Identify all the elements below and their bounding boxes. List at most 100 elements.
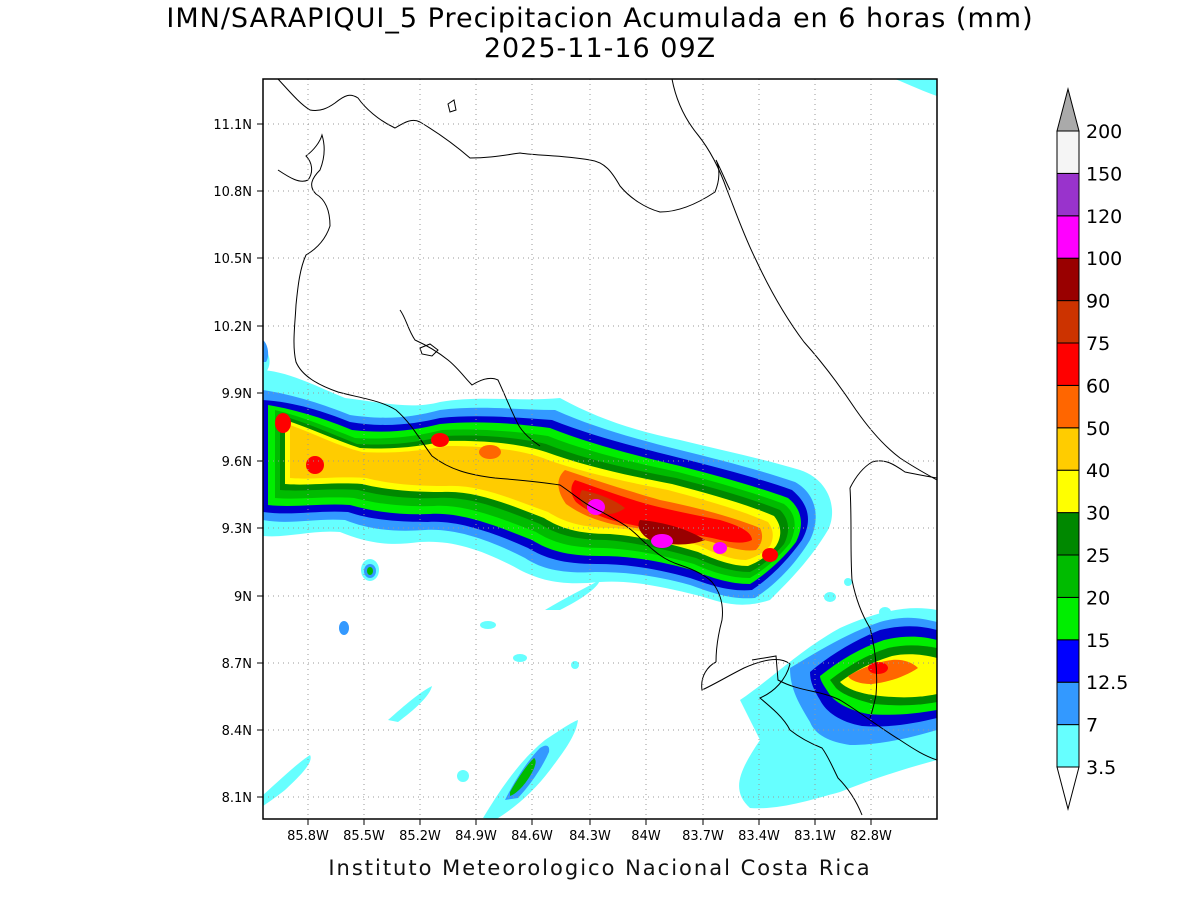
precip-cell: [457, 770, 469, 782]
lat-tick-label: 9.9N: [222, 387, 252, 402]
colorbar-level-label: 150: [1086, 163, 1122, 185]
colorbar-swatch: [1056, 724, 1080, 768]
precip-max-50: [479, 445, 501, 459]
chart-subtitle-date: 2025-11-16 09Z: [483, 33, 717, 64]
precip-streak: [895, 79, 937, 96]
lon-tick-label: 84.6W: [511, 829, 553, 844]
chart-title: IMN/SARAPIQUI_5 Precipitacion Acumulada …: [166, 3, 1034, 34]
colorbar-underflow-triangle: [1056, 766, 1080, 811]
precip-streak: [263, 755, 311, 806]
lat-tick-label: 10.8N: [213, 185, 252, 200]
coastline-border-layer: [277, 79, 937, 816]
colorbar-swatch: [1056, 172, 1080, 217]
precip-streak: [510, 758, 536, 796]
lon-tick-label: 83.4W: [738, 829, 780, 844]
colorbar-swatch: [1056, 257, 1080, 302]
footer-credit: Instituto Meteorologico Nacional Costa R…: [328, 856, 872, 880]
lake-islet: [447, 99, 457, 113]
precip-contour-60: [571, 480, 752, 543]
lon-tick-label: 85.2W: [399, 829, 441, 844]
lat-tick-label: 9N: [234, 590, 252, 605]
lat-labels: 11.1N 10.8N 10.5N 10.2N 9.9N 9.6N 9.3N 9…: [213, 118, 252, 806]
precip-max-60: [306, 456, 324, 474]
lon-tick-label: 82.8W: [850, 829, 892, 844]
colorbar-level-label: 12.5: [1086, 672, 1128, 694]
precip-max-120: [651, 534, 673, 548]
colorbar-level-label: 75: [1086, 333, 1110, 355]
colorbar-level-label: 25: [1086, 545, 1110, 567]
lake-arenal: [419, 343, 439, 357]
lat-tick-label: 10.5N: [213, 252, 252, 267]
precip-streak: [545, 580, 600, 610]
precip-cell: [339, 621, 349, 635]
colorbar-swatch: [1056, 512, 1080, 556]
colorbar-swatch: [1056, 300, 1080, 344]
colorbar: 3.5 7 12.5 15 20 25 30 40 50 60 75 90 100 120 150 200: [1056, 87, 1128, 811]
lat-tick-label: 8.1N: [222, 791, 252, 806]
lat-tick-label: 10.2N: [213, 320, 252, 335]
coastline-caribbean: [671, 79, 937, 481]
lon-tick-label: 84.9W: [455, 829, 497, 844]
colorbar-level-label: 90: [1086, 291, 1110, 313]
colorbar-overflow-triangle: [1056, 87, 1080, 132]
lat-tick-label: 9.3N: [222, 522, 252, 537]
precip-streak: [263, 340, 269, 362]
precip-cell: [367, 567, 373, 575]
colorbar-level-label: 20: [1086, 587, 1110, 609]
colorbar-swatch: [1056, 427, 1080, 471]
colorbar-level-label: 15: [1086, 630, 1110, 652]
colorbar-swatch: [1056, 342, 1080, 386]
coastline-osa: [701, 659, 863, 816]
lon-tick-label: 84.3W: [569, 829, 611, 844]
precip-cell: [513, 654, 527, 662]
colorbar-swatch: [1056, 639, 1080, 683]
precip-cell: [844, 578, 852, 586]
colorbar-level-label: 60: [1086, 375, 1110, 397]
border-panama-south: [849, 487, 878, 719]
lat-tick-label: 9.6N: [222, 455, 252, 470]
colorbar-level-label: 7: [1086, 715, 1098, 737]
graticule: [263, 79, 937, 819]
lon-labels: 85.8W 85.5W 85.2W 84.9W 84.6W 84.3W 84W …: [287, 829, 892, 844]
colorbar-swatch: [1056, 554, 1080, 598]
precip-max-60: [275, 413, 291, 433]
colorbar-swatch: [1056, 596, 1080, 641]
colorbar-level-label: 200: [1086, 121, 1122, 143]
lon-tick-label: 84W: [631, 829, 661, 844]
colorbar-swatch: [1056, 384, 1080, 429]
precip-cell: [879, 607, 891, 617]
precip-streak: [388, 686, 432, 722]
colorbar-swatch: [1056, 681, 1080, 726]
precip-max-60: [431, 433, 449, 447]
lon-tick-label: 85.5W: [343, 829, 385, 844]
lat-tick-label: 11.1N: [213, 118, 252, 133]
coastline-chiriqui: [751, 655, 937, 761]
precip-max-60: [868, 662, 888, 674]
river-san-juan: [399, 309, 541, 447]
lon-tick-label: 85.8W: [287, 829, 329, 844]
colorbar-swatch: [1056, 215, 1080, 259]
precip-cell: [824, 592, 836, 602]
colorbar-level-label: 100: [1086, 248, 1122, 270]
coastline-pacific-north: [277, 133, 723, 663]
precip-cell: [480, 621, 496, 629]
colorbar-swatch: [1056, 469, 1080, 514]
lon-tick-label: 83.7W: [682, 829, 724, 844]
axis-ticks: [257, 123, 872, 825]
precip-max-120: [713, 542, 727, 554]
colorbar-level-label: 3.5: [1086, 757, 1116, 779]
precipitation-field: [263, 79, 937, 819]
colorbar-level-label: 30: [1086, 503, 1110, 525]
border-panama: [849, 460, 937, 489]
lon-tick-label: 83.1W: [794, 829, 836, 844]
map-frame: [262, 78, 938, 820]
precip-cell: [571, 661, 579, 669]
colorbar-level-label: 120: [1086, 206, 1122, 228]
lat-tick-label: 8.4N: [222, 724, 252, 739]
colorbar-swatch: [1056, 130, 1080, 174]
colorbar-level-label: 40: [1086, 460, 1110, 482]
precip-max-60: [762, 548, 778, 562]
coastline-nicoya: [277, 79, 731, 213]
lat-tick-label: 8.7N: [222, 657, 252, 672]
